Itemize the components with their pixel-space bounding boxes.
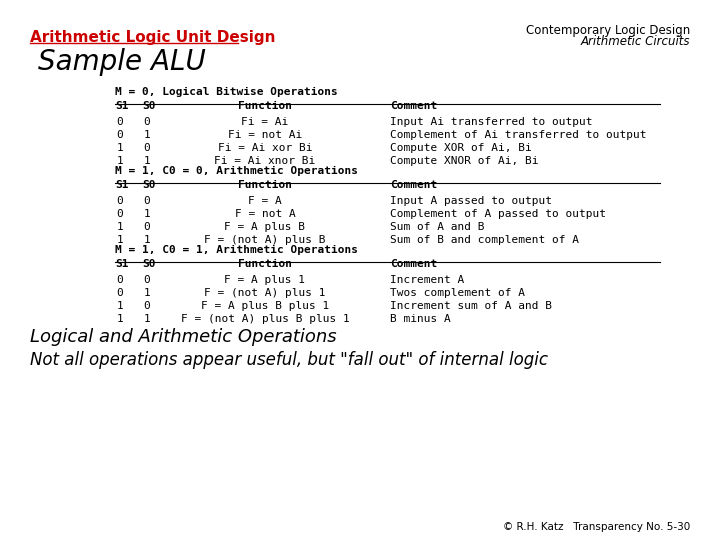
Text: Sum of B and complement of A: Sum of B and complement of A [390, 235, 579, 245]
Text: M = 1, C0 = 0, Arithmetic Operations: M = 1, C0 = 0, Arithmetic Operations [115, 166, 358, 176]
Text: 1: 1 [117, 235, 123, 245]
Text: 0: 0 [143, 143, 150, 153]
Text: 1: 1 [117, 143, 123, 153]
Text: 0: 0 [117, 117, 123, 127]
Text: Comment: Comment [390, 101, 437, 111]
Text: 1: 1 [117, 301, 123, 311]
Text: S0: S0 [142, 180, 156, 190]
Text: Compute XNOR of Ai, Bi: Compute XNOR of Ai, Bi [390, 156, 539, 166]
Text: Fi = Ai: Fi = Ai [241, 117, 289, 127]
Text: S0: S0 [142, 259, 156, 269]
Text: 0: 0 [143, 222, 150, 232]
Text: F = (not A) plus 1: F = (not A) plus 1 [204, 288, 325, 298]
Text: Sum of A and B: Sum of A and B [390, 222, 485, 232]
Text: 0: 0 [117, 130, 123, 140]
Text: S0: S0 [142, 101, 156, 111]
Text: M = 0, Logical Bitwise Operations: M = 0, Logical Bitwise Operations [115, 87, 338, 97]
Text: Complement of Ai transferred to output: Complement of Ai transferred to output [390, 130, 647, 140]
Text: S1: S1 [115, 259, 128, 269]
Text: 1: 1 [117, 222, 123, 232]
Text: 1: 1 [143, 314, 150, 324]
Text: Comment: Comment [390, 259, 437, 269]
Text: 0: 0 [117, 288, 123, 298]
Text: F = A: F = A [248, 196, 282, 206]
Text: 0: 0 [143, 117, 150, 127]
Text: Increment A: Increment A [390, 275, 464, 285]
Text: Logical and Arithmetic Operations: Logical and Arithmetic Operations [30, 328, 337, 346]
Text: Not all operations appear useful, but "fall out" of internal logic: Not all operations appear useful, but "f… [30, 351, 548, 369]
Text: 1: 1 [143, 130, 150, 140]
Text: F = (not A) plus B plus 1: F = (not A) plus B plus 1 [181, 314, 349, 324]
Text: 1: 1 [143, 209, 150, 219]
Text: Compute XOR of Ai, Bi: Compute XOR of Ai, Bi [390, 143, 532, 153]
Text: S1: S1 [115, 101, 128, 111]
Text: Function: Function [238, 101, 292, 111]
Text: Input A passed to output: Input A passed to output [390, 196, 552, 206]
Text: M = 1, C0 = 1, Arithmetic Operations: M = 1, C0 = 1, Arithmetic Operations [115, 245, 358, 255]
Text: F = (not A) plus B: F = (not A) plus B [204, 235, 325, 245]
Text: Twos complement of A: Twos complement of A [390, 288, 525, 298]
Text: 1: 1 [143, 235, 150, 245]
Text: 0: 0 [117, 209, 123, 219]
Text: Function: Function [238, 180, 292, 190]
Text: 0: 0 [143, 196, 150, 206]
Text: 0: 0 [117, 196, 123, 206]
Text: F = not A: F = not A [235, 209, 295, 219]
Text: Fi = Ai xnor Bi: Fi = Ai xnor Bi [215, 156, 315, 166]
Text: Complement of A passed to output: Complement of A passed to output [390, 209, 606, 219]
Text: Fi = Ai xor Bi: Fi = Ai xor Bi [217, 143, 312, 153]
Text: F = A plus 1: F = A plus 1 [225, 275, 305, 285]
Text: Increment sum of A and B: Increment sum of A and B [390, 301, 552, 311]
Text: Arithmetic Logic Unit Design: Arithmetic Logic Unit Design [30, 30, 276, 45]
Text: S1: S1 [115, 180, 128, 190]
Text: F = A plus B: F = A plus B [225, 222, 305, 232]
Text: Function: Function [238, 259, 292, 269]
Text: 1: 1 [143, 156, 150, 166]
Text: Sample ALU: Sample ALU [38, 48, 206, 76]
Text: Contemporary Logic Design: Contemporary Logic Design [526, 24, 690, 37]
Text: 1: 1 [117, 156, 123, 166]
Text: B minus A: B minus A [390, 314, 451, 324]
Text: 0: 0 [117, 275, 123, 285]
Text: © R.H. Katz   Transparency No. 5-30: © R.H. Katz Transparency No. 5-30 [503, 522, 690, 532]
Text: Comment: Comment [390, 180, 437, 190]
Text: 1: 1 [143, 288, 150, 298]
Text: 0: 0 [143, 301, 150, 311]
Text: Input Ai transferred to output: Input Ai transferred to output [390, 117, 593, 127]
Text: F = A plus B plus 1: F = A plus B plus 1 [201, 301, 329, 311]
Text: 0: 0 [143, 275, 150, 285]
Text: Arithmetic Circuits: Arithmetic Circuits [580, 35, 690, 48]
Text: 1: 1 [117, 314, 123, 324]
Text: Fi = not Ai: Fi = not Ai [228, 130, 302, 140]
